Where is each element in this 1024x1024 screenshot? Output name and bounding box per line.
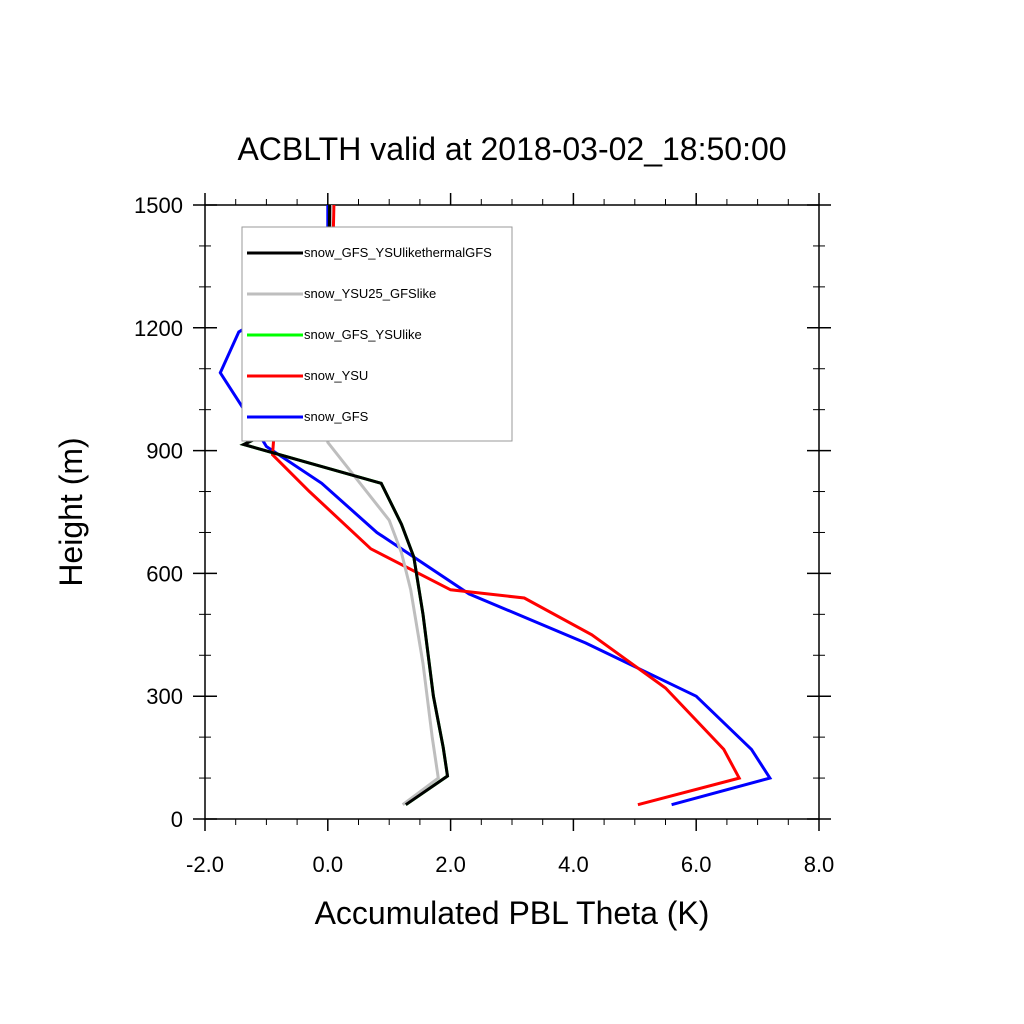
y-tick-label: 0 — [171, 807, 183, 832]
legend-label: snow_YSU — [304, 368, 368, 383]
y-axis-label: Height (m) — [53, 437, 89, 586]
y-tick-label: 900 — [146, 439, 183, 464]
y-tick-label: 1200 — [134, 316, 183, 341]
y-tick-label: 300 — [146, 684, 183, 709]
x-tick-label: -2.0 — [186, 852, 224, 877]
legend-entry: snow_GFS_YSUlike — [247, 327, 422, 342]
legend-label: snow_GFS — [304, 409, 369, 424]
legend-entry: snow_YSU — [247, 368, 368, 383]
legend-entry: snow_YSU25_GFSlike — [247, 286, 436, 301]
x-tick-label: 0.0 — [313, 852, 344, 877]
axis-ticks — [193, 193, 831, 831]
x-tick-label: 8.0 — [804, 852, 835, 877]
x-tick-label: 4.0 — [558, 852, 589, 877]
legend-label: snow_GFS_YSUlike — [304, 327, 422, 342]
legend-entry: snow_GFS_YSUlikethermalGFS — [247, 245, 492, 260]
y-tick-label: 600 — [146, 561, 183, 586]
chart-title: ACBLTH valid at 2018-03-02_18:50:00 — [237, 131, 786, 167]
axis-tick-labels: -2.0 0.0 2.0 4.0 6.0 8.0 0 300 600 900 1200 1500 — [134, 193, 834, 877]
legend-label: snow_YSU25_GFSlike — [304, 286, 436, 301]
legend: snow_GFS_YSUlikethermalGFS snow_YSU25_GFS… — [241, 226, 513, 442]
legend-entry: snow_GFS — [247, 409, 369, 424]
x-axis-label: Accumulated PBL Theta (K) — [315, 895, 710, 931]
legend-label: snow_GFS_YSUlikethermalGFS — [304, 245, 492, 260]
x-tick-label: 2.0 — [435, 852, 466, 877]
y-tick-label: 1500 — [134, 193, 183, 218]
x-tick-label: 6.0 — [681, 852, 712, 877]
